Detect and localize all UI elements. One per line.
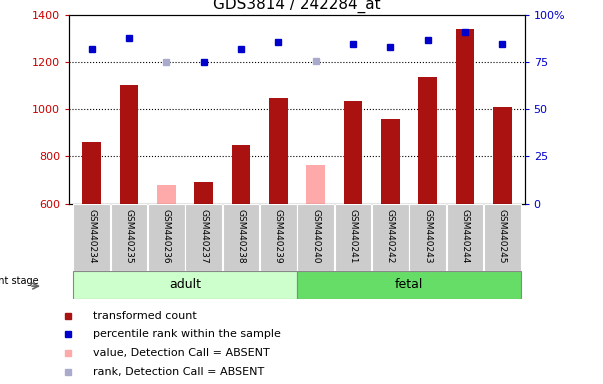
Text: GSM440238: GSM440238 bbox=[236, 209, 245, 263]
Bar bbox=[232, 145, 250, 204]
Bar bbox=[297, 204, 334, 271]
Bar bbox=[306, 166, 325, 204]
Bar bbox=[83, 142, 101, 204]
Bar bbox=[260, 204, 297, 271]
Text: transformed count: transformed count bbox=[93, 311, 197, 321]
Text: value, Detection Call = ABSENT: value, Detection Call = ABSENT bbox=[93, 348, 270, 358]
Text: GSM440234: GSM440234 bbox=[87, 209, 96, 263]
Bar bbox=[381, 119, 400, 204]
Bar bbox=[418, 77, 437, 204]
Text: GSM440241: GSM440241 bbox=[349, 209, 358, 263]
Text: percentile rank within the sample: percentile rank within the sample bbox=[93, 329, 280, 339]
Bar bbox=[335, 204, 371, 271]
Bar bbox=[409, 204, 446, 271]
Bar bbox=[74, 204, 110, 271]
Bar bbox=[297, 271, 520, 299]
Bar bbox=[456, 30, 474, 204]
Title: GDS3814 / 242284_at: GDS3814 / 242284_at bbox=[213, 0, 380, 13]
Bar bbox=[269, 98, 288, 204]
Text: GSM440244: GSM440244 bbox=[461, 209, 469, 263]
Text: GSM440243: GSM440243 bbox=[423, 209, 432, 263]
Text: rank, Detection Call = ABSENT: rank, Detection Call = ABSENT bbox=[93, 367, 264, 377]
Bar bbox=[74, 271, 297, 299]
Bar bbox=[120, 85, 138, 204]
Bar bbox=[484, 204, 520, 271]
Bar bbox=[157, 185, 175, 204]
Bar bbox=[194, 182, 213, 204]
Bar bbox=[185, 204, 222, 271]
Text: development stage: development stage bbox=[0, 276, 38, 286]
Text: GSM440245: GSM440245 bbox=[497, 209, 507, 263]
Text: adult: adult bbox=[169, 278, 201, 291]
Text: GSM440239: GSM440239 bbox=[274, 209, 283, 263]
Bar bbox=[493, 107, 511, 204]
Bar bbox=[372, 204, 409, 271]
Text: GSM440236: GSM440236 bbox=[162, 209, 171, 263]
Bar bbox=[223, 204, 259, 271]
Text: GSM440240: GSM440240 bbox=[311, 209, 320, 263]
Text: fetal: fetal bbox=[395, 278, 423, 291]
Bar bbox=[447, 204, 483, 271]
Text: GSM440237: GSM440237 bbox=[199, 209, 208, 263]
Text: GSM440235: GSM440235 bbox=[125, 209, 133, 263]
Text: GSM440242: GSM440242 bbox=[386, 209, 395, 263]
Bar bbox=[148, 204, 185, 271]
Bar bbox=[344, 101, 362, 204]
Bar bbox=[111, 204, 147, 271]
